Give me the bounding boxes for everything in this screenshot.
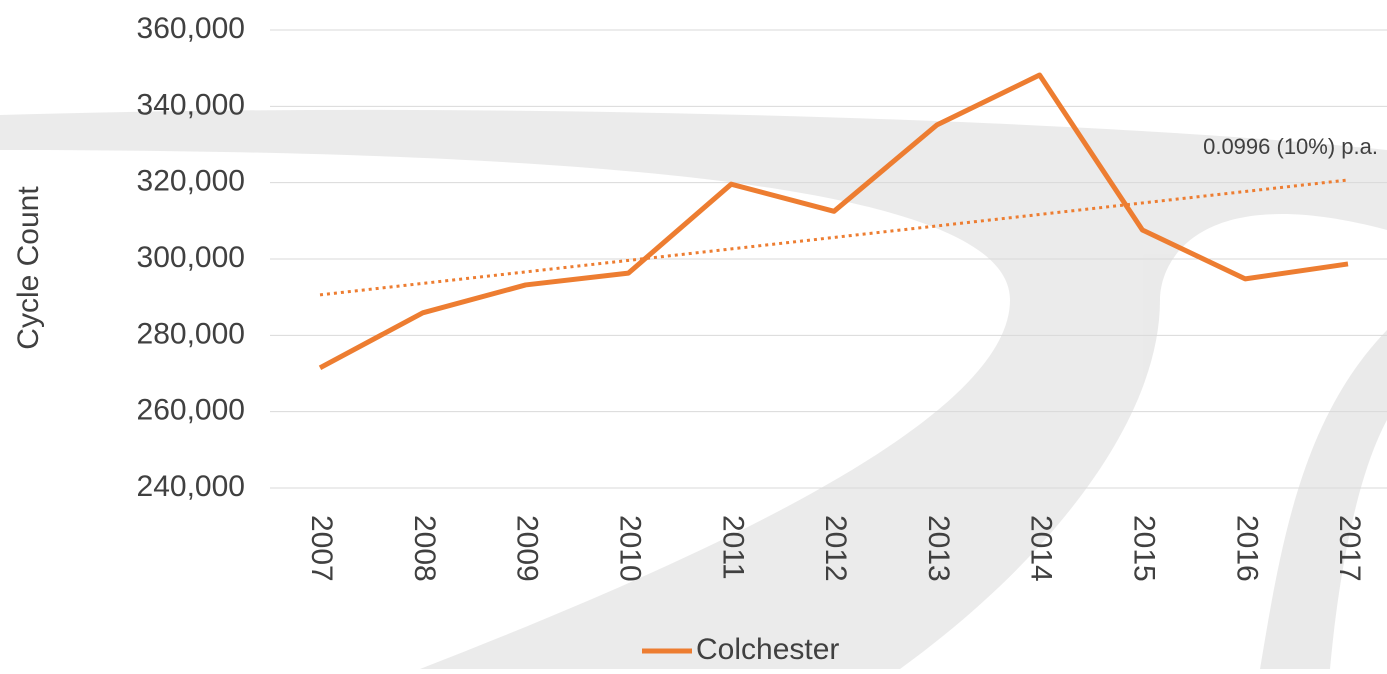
y-tick-label: 260,000 (137, 394, 245, 427)
x-tick-label: 2016 (1230, 515, 1263, 582)
y-tick-label: 340,000 (137, 88, 245, 121)
background-swoosh (0, 109, 1387, 670)
y-tick-label: 280,000 (137, 317, 245, 350)
x-tick-label: 2014 (1025, 515, 1058, 582)
x-tick-label: 2007 (305, 515, 338, 582)
trendline-label: 0.0996 (10%) p.a. (1203, 134, 1378, 159)
x-tick-label: 2015 (1127, 515, 1160, 582)
y-axis-title: Cycle Count (12, 186, 45, 350)
x-tick-label: 2017 (1333, 515, 1366, 582)
legend-label: Colchester (696, 633, 839, 666)
y-tick-label: 300,000 (137, 241, 245, 274)
x-tick-label: 2012 (819, 515, 852, 582)
y-tick-label: 320,000 (137, 165, 245, 198)
x-tick-label: 2008 (408, 515, 441, 582)
x-tick-label: 2013 (922, 515, 955, 582)
data-line (318, 72, 1349, 370)
y-tick-label: 240,000 (137, 470, 245, 503)
x-tick-label: 2010 (613, 515, 646, 582)
y-tick-label: 360,000 (137, 12, 245, 45)
x-tick-label: 2009 (511, 515, 544, 582)
x-tick-label: 2011 (716, 515, 749, 580)
trendline (319, 178, 1349, 297)
